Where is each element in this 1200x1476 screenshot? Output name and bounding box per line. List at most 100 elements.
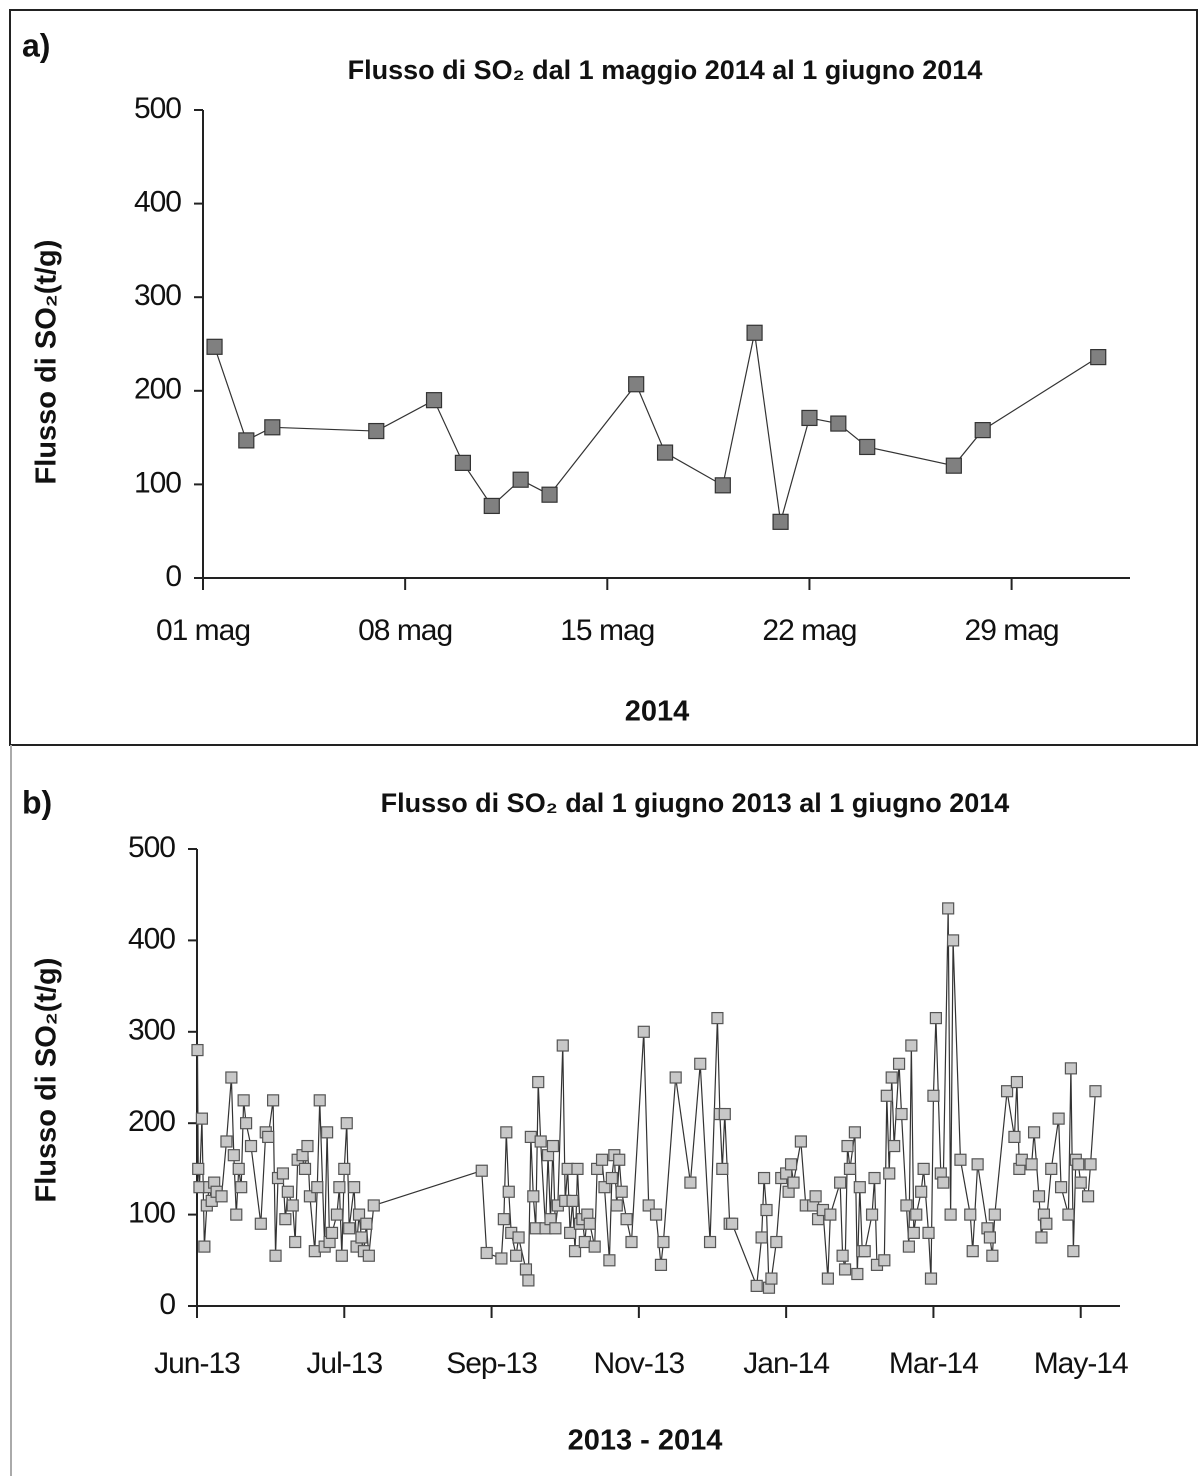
marker bbox=[669, 1071, 682, 1084]
y-tick-label: 200 bbox=[128, 1105, 175, 1138]
marker bbox=[298, 1162, 312, 1176]
marker bbox=[684, 1176, 697, 1189]
y-tick-label: 400 bbox=[134, 186, 181, 219]
marker bbox=[1089, 1085, 1102, 1098]
marker bbox=[809, 1190, 822, 1203]
x-tick-label: 01 mag bbox=[156, 614, 250, 647]
marker bbox=[595, 1153, 609, 1166]
marker bbox=[425, 392, 443, 409]
marker bbox=[330, 1208, 344, 1221]
marker bbox=[239, 1117, 253, 1130]
marker bbox=[765, 1272, 778, 1285]
marker bbox=[821, 1272, 834, 1285]
marker bbox=[927, 1089, 940, 1102]
marker bbox=[836, 1249, 849, 1262]
marker bbox=[286, 1199, 299, 1212]
marker bbox=[726, 1217, 739, 1230]
marker bbox=[321, 1126, 334, 1139]
marker bbox=[964, 1208, 977, 1221]
marker bbox=[917, 1162, 930, 1176]
panel-label: b) bbox=[22, 784, 52, 820]
marker bbox=[853, 1181, 866, 1194]
marker bbox=[1025, 1158, 1038, 1171]
marker bbox=[588, 1240, 601, 1253]
y-tick-label: 300 bbox=[128, 1014, 175, 1047]
marker bbox=[1081, 1190, 1095, 1203]
marker bbox=[883, 1167, 896, 1180]
marker bbox=[637, 1025, 650, 1038]
marker bbox=[335, 1249, 348, 1262]
marker bbox=[858, 1245, 871, 1258]
x-tick-label: Nov-13 bbox=[594, 1347, 685, 1380]
marker bbox=[362, 1249, 375, 1262]
marker bbox=[787, 1176, 800, 1189]
marker bbox=[942, 902, 955, 915]
marker bbox=[905, 1039, 918, 1052]
marker bbox=[946, 934, 960, 947]
marker bbox=[512, 471, 529, 488]
y-tick-label: 500 bbox=[128, 831, 175, 864]
marker bbox=[230, 1208, 243, 1221]
marker bbox=[583, 1217, 596, 1230]
marker bbox=[237, 1094, 250, 1107]
marker bbox=[1064, 1062, 1078, 1075]
marker bbox=[192, 1162, 205, 1176]
marker bbox=[532, 1075, 545, 1089]
marker bbox=[568, 1245, 582, 1258]
marker bbox=[625, 1235, 638, 1249]
marker bbox=[878, 1254, 891, 1267]
marker bbox=[716, 1162, 729, 1176]
marker bbox=[615, 1185, 628, 1198]
marker bbox=[865, 1208, 879, 1221]
marker bbox=[657, 1235, 670, 1249]
marker bbox=[613, 1153, 626, 1166]
marker bbox=[225, 1071, 238, 1084]
marker bbox=[1062, 1208, 1075, 1221]
y-tick-label: 300 bbox=[134, 279, 181, 312]
marker bbox=[475, 1164, 488, 1177]
marker bbox=[986, 1249, 999, 1262]
marker bbox=[519, 1263, 533, 1276]
marker bbox=[534, 1135, 547, 1148]
y-tick-label: 100 bbox=[128, 1197, 175, 1230]
marker bbox=[824, 1208, 837, 1221]
marker bbox=[333, 1181, 346, 1194]
x-tick-label: 08 mag bbox=[358, 614, 452, 647]
marker bbox=[944, 1208, 957, 1221]
marker bbox=[564, 1226, 577, 1239]
marker bbox=[851, 1267, 864, 1281]
marker bbox=[915, 1185, 928, 1198]
marker bbox=[301, 1139, 314, 1153]
x-tick-label: May-14 bbox=[1034, 1347, 1128, 1380]
marker bbox=[289, 1235, 302, 1249]
marker bbox=[1008, 1130, 1021, 1144]
marker bbox=[714, 477, 731, 494]
y-axis-title: Flusso di SO₂(t/g) bbox=[31, 958, 63, 1203]
marker bbox=[325, 1226, 339, 1239]
x-tick-label: Sep-13 bbox=[446, 1347, 537, 1380]
marker bbox=[497, 1213, 510, 1226]
marker bbox=[966, 1245, 979, 1258]
marker bbox=[746, 324, 763, 341]
y-tick-label: 400 bbox=[128, 922, 175, 955]
marker bbox=[1040, 1217, 1053, 1230]
marker bbox=[368, 422, 385, 440]
marker bbox=[556, 1039, 569, 1052]
marker bbox=[924, 1272, 938, 1285]
marker bbox=[522, 1274, 535, 1287]
x-tick-label: Jan-14 bbox=[743, 1347, 829, 1380]
marker bbox=[838, 1263, 852, 1276]
marker bbox=[367, 1199, 380, 1212]
marker bbox=[1010, 1075, 1023, 1089]
marker bbox=[215, 1190, 228, 1203]
marker bbox=[195, 1112, 209, 1125]
marker bbox=[885, 1071, 898, 1084]
marker bbox=[571, 1162, 584, 1176]
marker bbox=[266, 1094, 280, 1107]
series-line bbox=[213, 332, 1099, 523]
chart-title: Flusso di SO₂ dal 1 giugno 2013 al 1 giu… bbox=[381, 788, 1010, 818]
marker bbox=[1054, 1181, 1068, 1194]
marker bbox=[711, 1011, 724, 1025]
marker bbox=[983, 1231, 996, 1244]
